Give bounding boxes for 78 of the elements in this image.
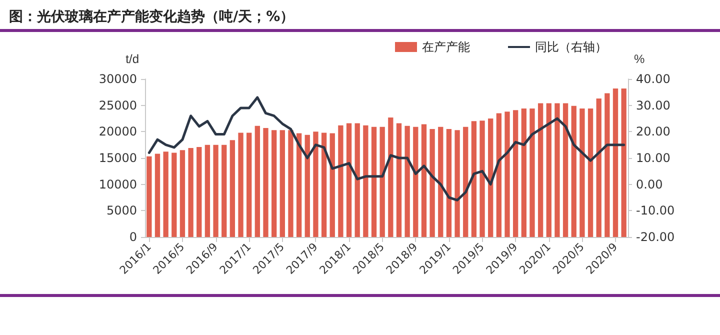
bar (288, 130, 294, 237)
y2-tick-label: 10.00 (636, 151, 670, 165)
bar (388, 117, 394, 237)
bar (188, 148, 194, 237)
bar (254, 126, 260, 237)
bar (530, 108, 535, 237)
bar (338, 125, 344, 237)
bar (496, 113, 502, 237)
bar (446, 129, 452, 237)
bar (463, 126, 468, 237)
bar (596, 98, 602, 237)
bar (538, 103, 544, 237)
bar (471, 121, 477, 237)
bar (396, 123, 402, 237)
bar (222, 144, 227, 237)
bar (571, 106, 576, 237)
y2-tick-label: -10.00 (636, 204, 675, 218)
y2-axis-title: % (634, 52, 645, 66)
bar (562, 103, 568, 237)
y2-tick-label: 0.00 (636, 177, 663, 192)
bar (313, 132, 318, 237)
bar (454, 130, 460, 237)
bar (304, 134, 310, 237)
bar (271, 130, 277, 237)
bar (430, 129, 435, 237)
y2-tick-label: 30.00 (636, 98, 670, 112)
bar (588, 108, 594, 237)
bar (280, 130, 285, 237)
y-tick-label: 10000 (98, 177, 137, 192)
bar (346, 123, 352, 237)
bar (180, 150, 186, 237)
bar (213, 144, 218, 237)
y2-tick-label: 20.00 (636, 124, 670, 139)
bar (230, 140, 236, 237)
y2-tick-label: -20.00 (636, 230, 675, 244)
line-series (148, 96, 626, 202)
bar (413, 126, 418, 237)
bar (154, 154, 160, 237)
bar (521, 108, 526, 237)
bar (404, 126, 410, 237)
y-tick-label: 0 (129, 230, 137, 244)
bar (371, 126, 377, 237)
legend-label: 同比（右轴） (535, 40, 607, 54)
y2-tick-label: 40.00 (636, 72, 670, 86)
bar (421, 124, 427, 237)
legend-label: 在产产能 (422, 40, 470, 54)
bar (238, 132, 244, 237)
y-tick-label: 30000 (98, 72, 137, 86)
y-axis-title: t/d (126, 52, 139, 66)
chart-title: 图：光伏玻璃在产产能变化趋势（吨/天；%） (9, 8, 294, 25)
bar (504, 112, 510, 237)
y-tick-label: 20000 (98, 124, 137, 139)
bar (163, 152, 168, 237)
bar (580, 108, 585, 237)
bar (246, 132, 252, 237)
bar (480, 120, 485, 237)
bar (196, 146, 202, 237)
y-tick-label: 5000 (106, 204, 137, 218)
bar (554, 103, 560, 237)
bar (263, 128, 268, 237)
bar (354, 123, 360, 237)
bar (546, 103, 552, 237)
bar (438, 126, 444, 237)
bar (612, 88, 618, 237)
bar (330, 133, 335, 237)
bar (296, 133, 302, 237)
bar (380, 126, 385, 237)
bar (172, 152, 177, 237)
y-tick-label: 15000 (98, 151, 137, 165)
bar (321, 132, 327, 237)
bar (621, 88, 626, 237)
bar (146, 156, 152, 237)
y-tick-label: 25000 (98, 98, 137, 112)
bar (512, 110, 518, 237)
bar (363, 125, 368, 237)
bar (604, 93, 610, 237)
bar (488, 118, 494, 237)
bar (204, 144, 210, 237)
